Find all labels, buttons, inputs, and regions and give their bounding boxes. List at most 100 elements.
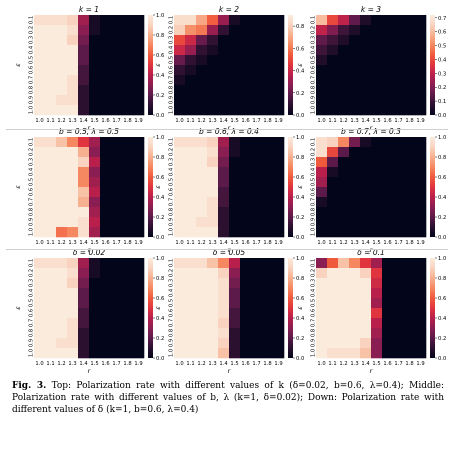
heatmap-cell [67, 338, 79, 349]
heatmap-cell [327, 85, 339, 96]
heatmap-cell [229, 55, 241, 66]
heatmap-cell [327, 197, 339, 208]
heatmap-cell [56, 298, 68, 309]
y-tick-label: 0.9 [169, 96, 175, 104]
y-tick-label: 0.7 [169, 76, 175, 84]
heatmap-cell [262, 348, 274, 359]
heatmap-cell [360, 15, 372, 26]
heatmap-cell [240, 65, 252, 76]
heatmap-cell [415, 137, 427, 148]
heatmap-cell [349, 328, 361, 339]
heatmap-cell [327, 65, 339, 76]
heatmap-cell [327, 25, 339, 36]
heatmap-cell [89, 227, 101, 238]
y-tick-label: 1.0 [311, 106, 317, 114]
heatmap-cell [240, 268, 252, 279]
heatmap-cell [229, 217, 241, 228]
heatmap-cell [174, 15, 186, 26]
x-tick-label: 1.1 [46, 118, 54, 124]
heatmap-cell [56, 95, 68, 106]
heatmap-cell [415, 197, 427, 208]
heatmap-cell [273, 268, 285, 279]
heatmap-cell [382, 85, 394, 96]
colorbar-tick-label: 0.6 [156, 296, 164, 302]
heatmap-cell [100, 258, 112, 269]
heatmap-cell [67, 298, 79, 309]
heatmap-cell [338, 55, 350, 66]
heatmap-cell [122, 137, 134, 148]
panel-title: b = 0.6, λ = 0.4 [199, 127, 259, 136]
y-tick-label: 0.2 [169, 148, 175, 156]
x-tick-label: 1.5 [372, 240, 380, 246]
heatmap-cell [45, 25, 57, 36]
heatmap-cell [415, 258, 427, 269]
heatmap-cell [382, 328, 394, 339]
heatmap-cell [196, 227, 208, 238]
heatmap-cell [78, 25, 90, 36]
heatmap-cell [111, 95, 123, 106]
heatmap-cell [185, 177, 197, 188]
heatmap-cell [382, 55, 394, 66]
heatmap-cell [56, 85, 68, 96]
heatmap-cell [273, 45, 285, 56]
colorbar-tick-label: 0.0 [296, 113, 304, 119]
x-tick-label: 1.2 [57, 240, 65, 246]
heatmap-cell [382, 15, 394, 26]
heatmap-cell [316, 258, 328, 269]
heatmap-cell [360, 55, 372, 66]
heatmap-cell [404, 278, 416, 289]
heatmap-cell [382, 25, 394, 36]
heatmap-cell [229, 298, 241, 309]
x-axis-label: r [88, 246, 92, 254]
heatmap-cell [100, 338, 112, 349]
heatmap-cell [122, 75, 134, 86]
heatmap-cell [174, 207, 186, 218]
heatmap-cell [100, 207, 112, 218]
heatmap-cell [229, 25, 241, 36]
heatmap-cell [122, 278, 134, 289]
heatmap-cell [327, 35, 339, 46]
heatmap-cell [218, 197, 230, 208]
colorbar-tick-label: 0.0 [438, 235, 446, 241]
heatmap-cell [185, 258, 197, 269]
heatmap-cell [382, 45, 394, 56]
heatmap-cell [122, 207, 134, 218]
heatmap-cell [196, 157, 208, 168]
heatmap-cell [229, 258, 241, 269]
x-tick-label: 1.3 [350, 240, 358, 246]
heatmap-cell [185, 45, 197, 56]
panel-title: δ = 0.1 [357, 248, 385, 257]
heatmap-cell [78, 15, 90, 26]
heatmap-cell [89, 15, 101, 26]
x-tick-label: 1.1 [328, 118, 336, 124]
heatmap-cell [174, 197, 186, 208]
heatmap-cell [185, 308, 197, 319]
heatmap-cell [349, 157, 361, 168]
heatmap-cell [185, 288, 197, 299]
heatmap-cell [349, 348, 361, 359]
y-tick-label: 0.6 [29, 66, 35, 74]
heatmap-cell [196, 35, 208, 46]
heatmap-cell [78, 258, 90, 269]
heatmap-cell [415, 35, 427, 46]
heatmap-cell [404, 348, 416, 359]
heatmap-cell [196, 268, 208, 279]
x-tick-label: 1.5 [230, 118, 238, 124]
heatmap-cell [273, 55, 285, 66]
heatmap-cell [251, 187, 263, 198]
heatmap-cell [78, 288, 90, 299]
x-tick-label: 1.2 [339, 118, 347, 124]
heatmap-cell [207, 177, 219, 188]
heatmap-cell [382, 348, 394, 359]
y-axis-label: ε [14, 306, 22, 310]
heatmap-cell [316, 278, 328, 289]
heatmap-cell [45, 105, 57, 116]
heatmap-cell [111, 147, 123, 158]
heatmap-cell [382, 278, 394, 289]
heatmap-cell [174, 328, 186, 339]
heatmap-cell [34, 207, 46, 218]
heatmap-cell [133, 95, 145, 106]
heatmap-cell [89, 75, 101, 86]
y-tick-label: 0.4 [311, 167, 317, 176]
heatmap-cell [415, 187, 427, 198]
